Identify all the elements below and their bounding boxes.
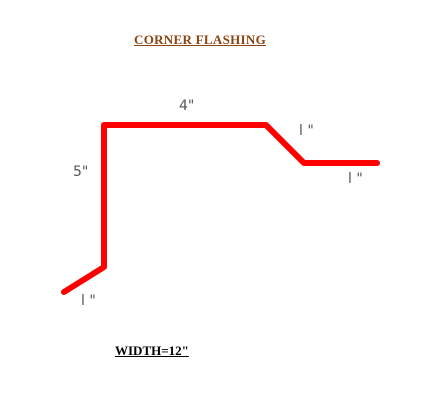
flashing-profile-line bbox=[61, 122, 380, 295]
diagram-title: CORNER FLASHING bbox=[134, 32, 266, 47]
dimension-bottom: l " bbox=[81, 293, 96, 309]
width-label: WIDTH=12" bbox=[115, 343, 189, 358]
dimension-top: 4" bbox=[179, 98, 195, 114]
dimension-right: l " bbox=[348, 171, 363, 187]
dimension-left: 5" bbox=[73, 164, 89, 180]
dimension-slope: l " bbox=[299, 123, 314, 139]
